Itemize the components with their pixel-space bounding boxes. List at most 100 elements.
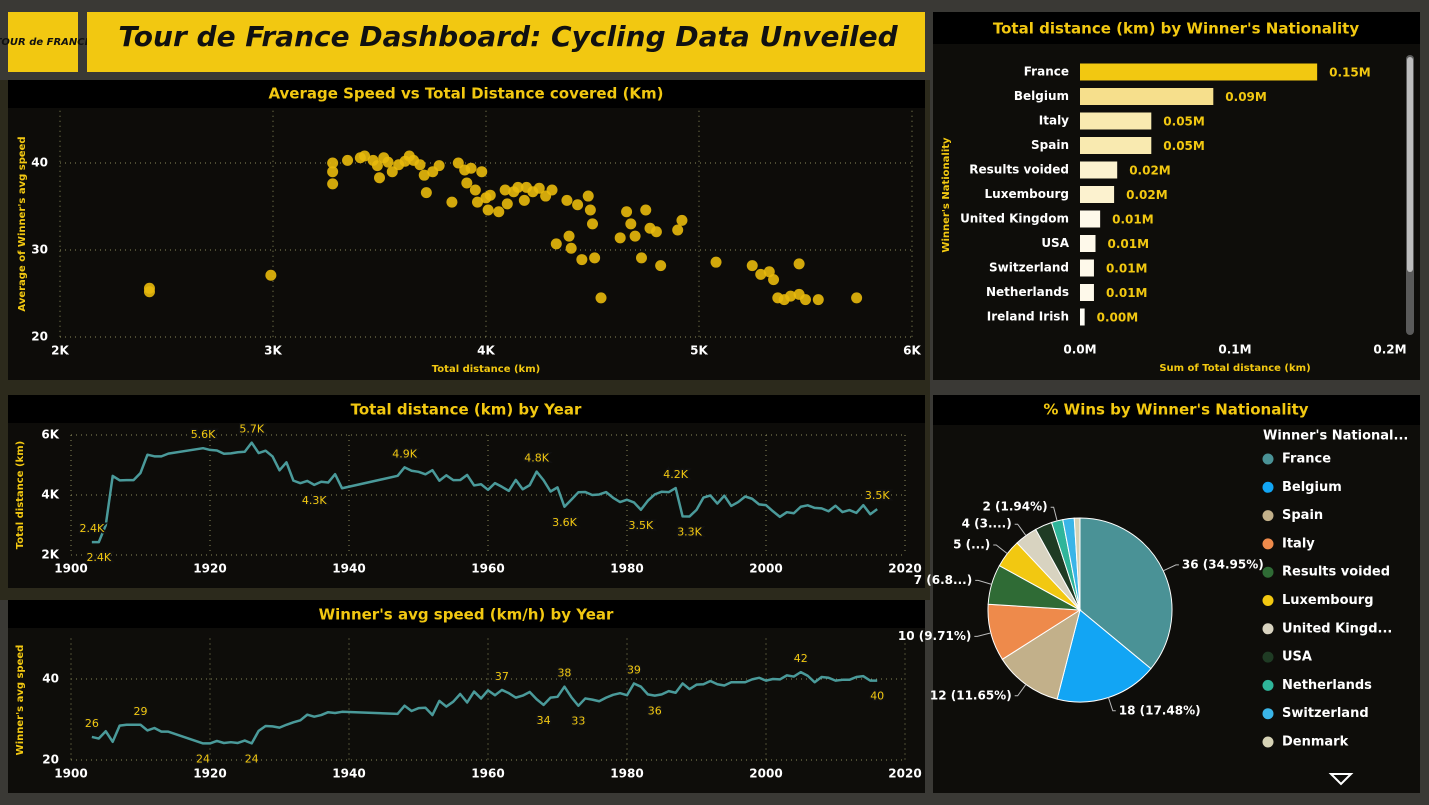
data-label: 24 bbox=[196, 752, 210, 765]
scrollbar-thumb[interactable] bbox=[1407, 57, 1413, 272]
data-label: 29 bbox=[134, 705, 148, 718]
panel-title-bar bbox=[8, 395, 925, 423]
y-axis-title: Winner's avg speed bbox=[15, 645, 26, 756]
bar-value-label: 0.01M bbox=[1106, 262, 1148, 276]
scatter-point bbox=[327, 166, 339, 178]
y-tick-label: 30 bbox=[31, 243, 48, 257]
scatter-point bbox=[461, 177, 473, 189]
logo: TOUR de FRANCE bbox=[0, 37, 92, 48]
legend-label: Luxembourg bbox=[1282, 593, 1374, 608]
scatter-point bbox=[359, 150, 371, 162]
y-axis-title: Total distance (km) bbox=[15, 441, 26, 549]
bar bbox=[1080, 235, 1096, 252]
y-tick-label: 2K bbox=[41, 548, 59, 562]
x-tick-label: 1960 bbox=[471, 562, 504, 576]
scatter-point bbox=[655, 260, 667, 272]
scatter-point bbox=[418, 169, 430, 181]
scatter-point bbox=[572, 199, 584, 211]
scatter-point bbox=[595, 292, 607, 304]
leader-line bbox=[1014, 684, 1027, 697]
panel-title-bar bbox=[8, 600, 925, 628]
x-tick-label: 1900 bbox=[54, 767, 87, 781]
x-tick-label: 1940 bbox=[332, 767, 365, 781]
data-label: 5.7K bbox=[239, 423, 264, 436]
y-tick-label: 20 bbox=[31, 330, 48, 344]
scatter-point bbox=[755, 268, 767, 280]
category-label: Spain bbox=[1031, 138, 1069, 152]
scatter-point bbox=[710, 256, 722, 268]
bar-value-label: 0.01M bbox=[1106, 286, 1148, 300]
chart-title: Total distance (km) by Winner's National… bbox=[993, 20, 1359, 38]
category-label: Ireland Irish bbox=[987, 310, 1069, 324]
x-tick-label: 1980 bbox=[610, 562, 643, 576]
bar-value-label: 0.01M bbox=[1108, 237, 1150, 251]
panel bbox=[8, 600, 925, 793]
scatter-point bbox=[565, 242, 577, 254]
panel bbox=[8, 80, 925, 380]
scatter-point bbox=[143, 286, 155, 298]
data-label: 5.6K bbox=[191, 428, 216, 441]
scatter-point bbox=[386, 166, 398, 178]
category-label: France bbox=[1024, 65, 1069, 79]
scatter-point bbox=[851, 292, 863, 304]
scatter-point bbox=[582, 190, 594, 202]
bar-value-label: 0.02M bbox=[1129, 164, 1171, 178]
x-tick-label: 1920 bbox=[193, 767, 226, 781]
scatter-point bbox=[471, 196, 483, 208]
bar bbox=[1080, 137, 1152, 154]
legend-marker bbox=[1262, 736, 1274, 748]
data-label: 5 (...) bbox=[953, 538, 990, 552]
category-label: USA bbox=[1041, 236, 1069, 250]
scatter-point bbox=[518, 194, 530, 206]
scatter-point bbox=[676, 214, 688, 226]
data-label: 2 (1.94%) bbox=[982, 500, 1047, 514]
data-label: 36 bbox=[648, 705, 662, 718]
bar bbox=[1080, 161, 1118, 179]
x-tick-label: 2020 bbox=[888, 562, 921, 576]
scatter-point bbox=[420, 187, 432, 199]
legend-label: Denmark bbox=[1282, 735, 1349, 750]
data-label: 33 bbox=[571, 715, 585, 728]
legend-marker bbox=[1262, 566, 1274, 578]
scatter-point bbox=[800, 294, 811, 306]
chart-title: Average Speed vs Total Distance covered … bbox=[268, 85, 663, 103]
scatter-point bbox=[621, 206, 633, 218]
legend-label: Switzerland bbox=[1282, 706, 1369, 721]
data-label: 4 (3....) bbox=[962, 517, 1012, 531]
scatter-point bbox=[493, 206, 505, 218]
legend-scroll-arrow[interactable] bbox=[1328, 773, 1354, 786]
scatter-point bbox=[414, 159, 426, 171]
bar bbox=[1080, 210, 1101, 228]
scatter-point bbox=[561, 194, 573, 206]
scatter-point bbox=[625, 218, 637, 230]
bar-value-label: 0.05M bbox=[1163, 139, 1205, 153]
scatter-point bbox=[793, 258, 805, 270]
legend-marker bbox=[1262, 453, 1274, 465]
legend-label: Belgium bbox=[1282, 480, 1342, 495]
x-tick-label: 1980 bbox=[610, 767, 643, 781]
x-tick-label: 2020 bbox=[888, 767, 921, 781]
data-label: 40 bbox=[870, 690, 884, 703]
scatter-point bbox=[327, 157, 339, 169]
scatter-point bbox=[563, 230, 575, 242]
legend-label: Netherlands bbox=[1282, 678, 1372, 693]
y-tick-label: 6K bbox=[41, 428, 59, 442]
scatter-point bbox=[672, 224, 684, 236]
leader-line bbox=[993, 544, 1008, 555]
scatter-point bbox=[746, 260, 758, 272]
data-label: 4.2K bbox=[663, 468, 688, 481]
pie-slice bbox=[1001, 608, 1081, 700]
scatter-point bbox=[629, 230, 641, 242]
legend-label: United Kingd... bbox=[1282, 621, 1392, 636]
y-axis-title: Average of Winner's avg speed bbox=[17, 136, 28, 311]
x-tick-label: 1900 bbox=[54, 562, 87, 576]
pie-slice bbox=[1073, 517, 1081, 611]
data-label: 4.3K bbox=[302, 494, 327, 507]
legend-label: Results voided bbox=[1282, 565, 1390, 580]
category-label: Results voided bbox=[969, 163, 1069, 177]
category-label: Luxembourg bbox=[985, 187, 1069, 201]
x-tick-label: 5K bbox=[690, 344, 708, 358]
legend-marker bbox=[1262, 708, 1274, 720]
data-label: 7 (6.8...) bbox=[914, 573, 972, 587]
data-label: 3.6K bbox=[552, 516, 577, 529]
